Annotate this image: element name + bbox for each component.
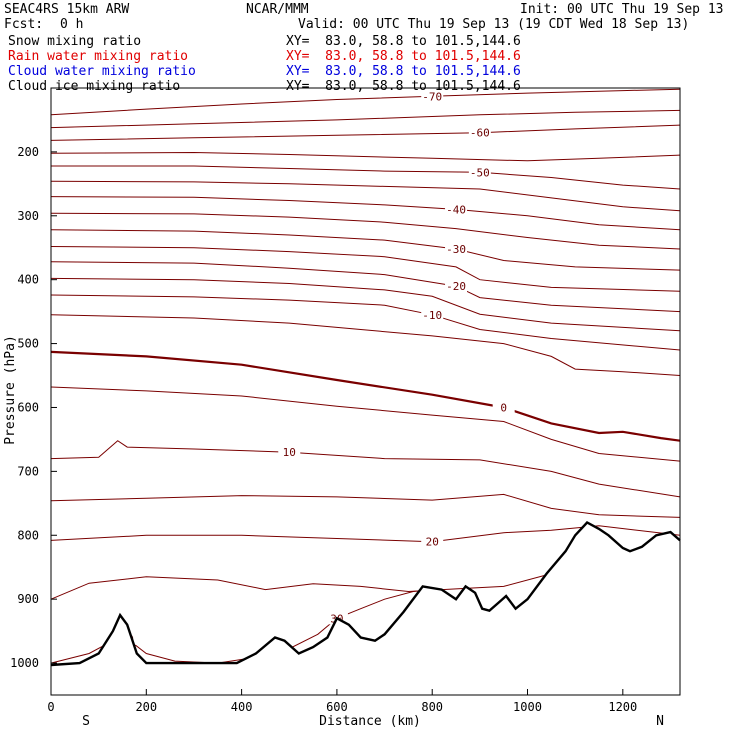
terrain-line [50, 521, 681, 667]
field-xy-rain: XY= 83.0, 58.8 to 101.5,144.6 [286, 49, 521, 64]
plot-frame [50, 87, 681, 696]
contour-label: 10 [283, 446, 296, 459]
temperature-contour [50, 277, 681, 332]
field-xy-cloud-water: XY= 83.0, 58.8 to 101.5,144.6 [286, 64, 521, 79]
terrain-fill [51, 522, 680, 695]
temperature-contour [50, 261, 681, 313]
center-label: NCAR/MMM [246, 2, 309, 17]
temperature-contour [50, 314, 681, 376]
contour-label-bg [445, 203, 468, 216]
fcst-value: 0 h [60, 17, 84, 32]
contour-label-bg [468, 166, 491, 179]
temperature-contour [50, 350, 681, 442]
y-tick-label: 400 [17, 273, 39, 287]
temperature-contour [50, 212, 681, 250]
contour-label-bg [445, 280, 468, 293]
temperature-contour [50, 386, 681, 462]
end-label-north: N [656, 714, 664, 729]
contour-label: -60 [470, 127, 490, 140]
y-tick-label: 200 [17, 145, 39, 159]
x-tick-label: 400 [231, 700, 253, 714]
temperature-contour [50, 573, 552, 600]
field-name-snow: Snow mixing ratio [8, 34, 142, 49]
temperature-contour [50, 229, 681, 271]
contour-label-bg [468, 126, 491, 139]
temperature-contour [50, 88, 681, 116]
temperature-contour [50, 151, 681, 162]
temperature-contour [50, 124, 681, 141]
contour-label-bg [421, 308, 444, 321]
field-xy-cloud-ice: XY= 83.0, 58.8 to 101.5,144.6 [286, 79, 521, 94]
valid-time: Valid: 00 UTC Thu 19 Sep 13 (19 CDT Wed … [298, 17, 690, 32]
field-xy-snow: XY= 83.0, 58.8 to 101.5,144.6 [286, 34, 521, 49]
x-tick-label: 1000 [513, 700, 542, 714]
y-tick-label: 900 [17, 592, 39, 606]
end-label-south: S [82, 714, 90, 729]
y-tick-label: 500 [17, 337, 39, 351]
contour-label: -20 [446, 280, 466, 293]
temperature-contour [50, 180, 681, 212]
contour-label-bg [492, 401, 515, 414]
contour-label: -50 [470, 166, 490, 179]
contour-label: -10 [422, 309, 442, 322]
field-name-rain: Rain water mixing ratio [8, 49, 189, 64]
x-tick-label: 1200 [608, 700, 637, 714]
x-tick-label: 0 [47, 700, 54, 714]
field-name-cloud-water: Cloud water mixing ratio [8, 64, 196, 79]
contour-label: 0 [500, 401, 507, 414]
temperature-contour [50, 196, 681, 231]
temperature-contour [50, 493, 681, 518]
x-tick-label: 200 [135, 700, 157, 714]
contour-label-bg [278, 446, 301, 459]
contour-label-bg [421, 535, 444, 548]
contour-layer: -70-60-50-40-30-20-10010203030 [50, 88, 681, 664]
contour-label: -70 [422, 90, 442, 103]
temperature-contour [51, 165, 681, 190]
temperature-contour [50, 294, 681, 351]
field-name-cloud-ice: Cloud ice mixing ratio [8, 79, 181, 94]
model-title: SEAC4RS 15km ARW [4, 2, 130, 17]
y-tick-label: 800 [17, 528, 39, 542]
y-axis-title: Pressure (hPa) [3, 335, 18, 445]
contour-label: 20 [426, 536, 439, 549]
y-tick-label: 700 [17, 464, 39, 478]
contour-label-bg [421, 90, 444, 103]
axes-layer: 0 200 400 600 800 1000 12002003004005006007008… [10, 145, 637, 714]
y-tick-label: 300 [17, 209, 39, 223]
x-tick-label: 600 [326, 700, 348, 714]
y-tick-label: 600 [17, 400, 39, 414]
contour-label: -40 [446, 203, 466, 216]
contour-label: -30 [446, 243, 466, 256]
x-tick-label: 800 [421, 700, 443, 714]
x-axis-title: Distance (km) [319, 714, 421, 729]
temperature-contour [50, 246, 681, 292]
y-tick-label: 1000 [10, 656, 39, 670]
temperature-contour [50, 109, 681, 129]
terrain-layer [50, 521, 681, 695]
init-time: Init: 00 UTC Thu 19 Sep 13 [520, 2, 724, 17]
contour-label-bg [445, 243, 468, 256]
fcst-label: Fcst: [4, 17, 44, 32]
